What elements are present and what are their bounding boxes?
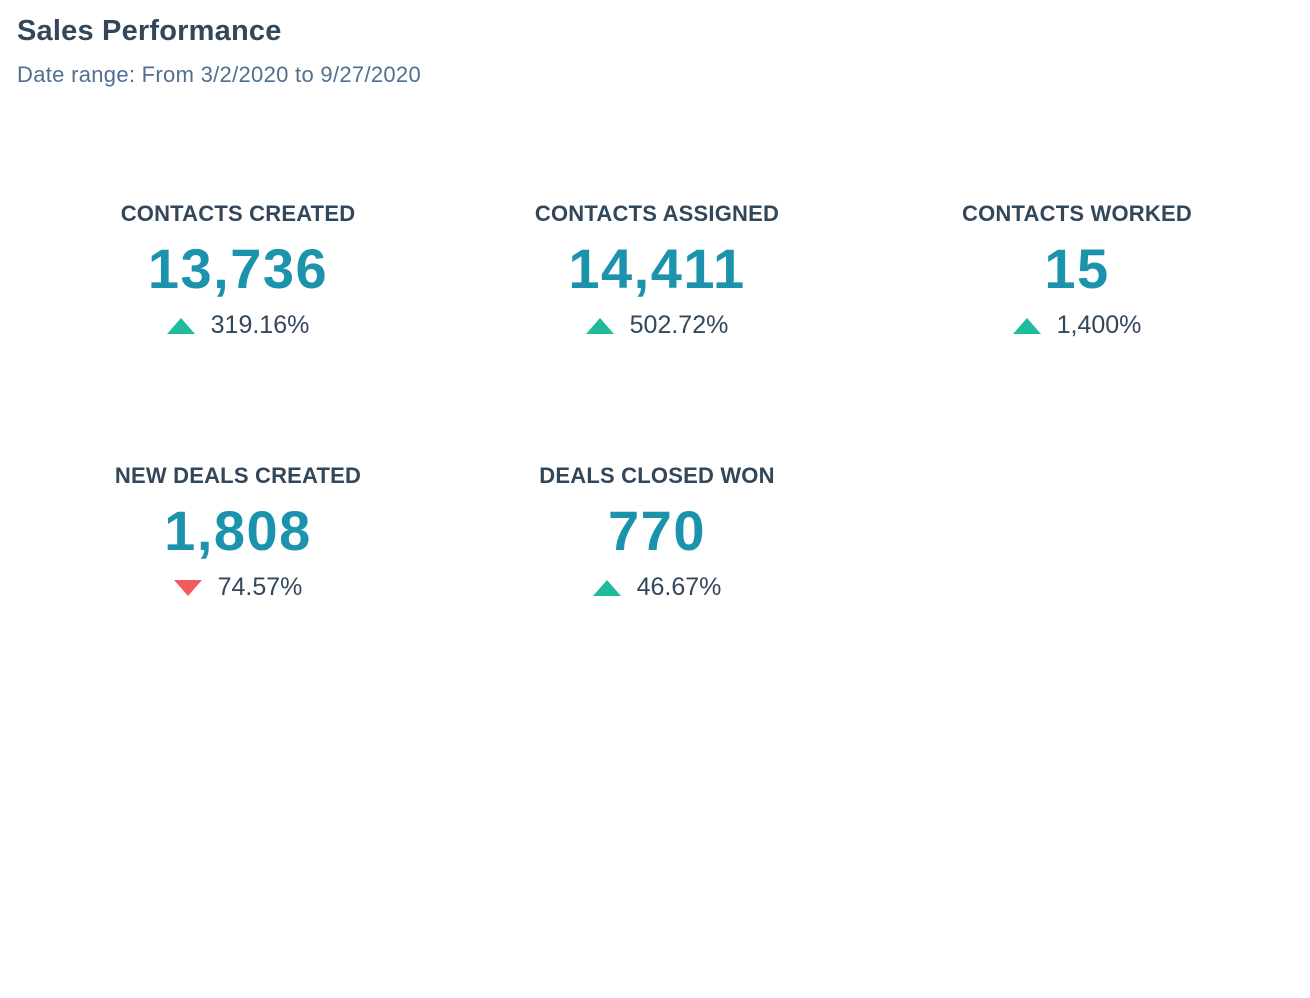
kpi-change: 46.67% [457,573,857,602]
kpi-contacts-created: CONTACTS CREATED 13,736 319.16% [38,201,438,340]
kpi-change: 502.72% [457,311,857,340]
triangle-up-icon [592,579,621,596]
kpi-change-percent: 319.16% [210,311,310,339]
kpi-change-percent: 1,400% [1056,311,1142,339]
triangle-up-icon [1012,317,1041,334]
kpi-value: 15 [1044,237,1110,300]
kpi-deals-closed-won: DEALS CLOSED WON 770 46.67% [457,463,857,602]
kpi-new-deals-created: NEW DEALS CREATED 1,808 74.57% [38,463,438,602]
kpi-label: DEALS CLOSED WON [539,463,775,488]
triangle-up-icon [166,317,195,334]
report-title: Sales Performance [17,15,282,47]
kpi-change: 74.57% [38,573,438,602]
kpi-change: 319.16% [38,311,438,340]
kpi-value: 1,808 [164,499,312,562]
kpi-label: CONTACTS CREATED [120,201,356,226]
kpi-value: 14,411 [568,237,746,300]
kpi-value: 770 [608,499,706,562]
kpi-value: 13,736 [147,237,329,300]
kpi-label: NEW DEALS CREATED [114,463,362,488]
kpi-label: CONTACTS ASSIGNED [534,201,780,226]
kpi-change: 1,400% [877,311,1277,340]
triangle-down-icon [173,579,202,596]
kpi-change-percent: 74.57% [217,573,303,601]
kpi-contacts-assigned: CONTACTS ASSIGNED 14,411 502.72% [457,201,857,340]
kpi-contacts-worked: CONTACTS WORKED 15 1,400% [877,201,1277,340]
kpi-change-percent: 46.67% [636,573,722,601]
triangle-up-icon [585,317,614,334]
kpi-label: CONTACTS WORKED [962,201,1192,226]
kpi-change-percent: 502.72% [629,311,729,339]
date-range: Date range: From 3/2/2020 to 9/27/2020 [17,62,421,87]
